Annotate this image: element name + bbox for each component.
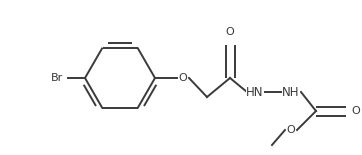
Text: NH: NH — [282, 86, 300, 98]
Text: O: O — [287, 125, 295, 135]
Text: HN: HN — [246, 86, 264, 98]
Text: Br: Br — [51, 73, 63, 83]
Text: O: O — [351, 106, 360, 116]
Text: O: O — [178, 73, 188, 83]
Text: O: O — [226, 27, 234, 37]
